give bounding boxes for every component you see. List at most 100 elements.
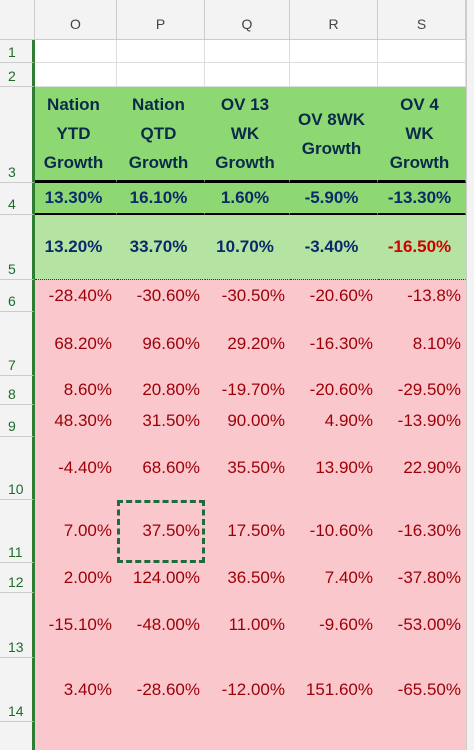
cell[interactable]: -10.60% xyxy=(290,500,378,563)
cell[interactable]: -16.30% xyxy=(378,500,466,563)
row-header[interactable]: 3 xyxy=(0,87,35,183)
cell[interactable]: OV 4 WK Growth xyxy=(378,87,466,183)
cell[interactable]: -4.40% xyxy=(35,437,117,500)
header-line: Growth xyxy=(215,153,275,172)
cell[interactable]: -28.40% xyxy=(35,280,117,312)
cell[interactable]: OV 13 WK Growth xyxy=(205,87,290,183)
cell[interactable]: 17.50% xyxy=(205,500,290,563)
cell[interactable] xyxy=(35,40,117,63)
column-header[interactable]: Q xyxy=(205,0,290,40)
cell[interactable] xyxy=(205,63,290,87)
row-header[interactable]: 14 xyxy=(0,658,35,722)
cell[interactable]: 20.80% xyxy=(117,376,205,405)
column-header[interactable]: P xyxy=(117,0,205,40)
cell[interactable]: -29.50% xyxy=(378,376,466,405)
cell[interactable]: 22.90% xyxy=(378,437,466,500)
cell[interactable]: 11.00% xyxy=(205,593,290,658)
cell[interactable]: Nation QTD Growth xyxy=(117,87,205,183)
cell[interactable]: -16.30% xyxy=(290,312,378,376)
cell[interactable] xyxy=(35,722,117,750)
cell[interactable]: 13.20% xyxy=(35,215,117,280)
cell[interactable] xyxy=(35,63,117,87)
row-header[interactable]: 12 xyxy=(0,563,35,593)
cell[interactable]: -9.60% xyxy=(290,593,378,658)
cell[interactable]: -20.60% xyxy=(290,280,378,312)
cell[interactable]: -15.10% xyxy=(35,593,117,658)
column-header[interactable]: O xyxy=(35,0,117,40)
cell[interactable]: -13.90% xyxy=(378,405,466,437)
cell[interactable]: Nation YTD Growth xyxy=(35,87,117,183)
cell[interactable]: -20.60% xyxy=(290,376,378,405)
cell[interactable]: OV 8WK Growth xyxy=(290,87,378,183)
cell[interactable]: 37.50% xyxy=(117,500,205,563)
cell[interactable]: 7.40% xyxy=(290,563,378,593)
cell[interactable]: -48.00% xyxy=(117,593,205,658)
row-header[interactable]: 9 xyxy=(0,405,35,437)
cell[interactable]: 31.50% xyxy=(117,405,205,437)
cell[interactable]: 16.10% xyxy=(117,183,205,215)
row-header[interactable]: 13 xyxy=(0,593,35,658)
cell[interactable] xyxy=(205,40,290,63)
row-header[interactable]: 7 xyxy=(0,312,35,376)
cell[interactable]: -37.80% xyxy=(378,563,466,593)
cell[interactable]: -5.90% xyxy=(290,183,378,215)
cell[interactable] xyxy=(290,722,378,750)
cell[interactable]: -13.8% xyxy=(378,280,466,312)
cell[interactable]: -65.50% xyxy=(378,658,466,722)
cell[interactable]: 48.30% xyxy=(35,405,117,437)
header-line: Nation xyxy=(47,95,100,114)
cell[interactable]: 68.20% xyxy=(35,312,117,376)
row-header[interactable]: 4 xyxy=(0,183,35,215)
cell[interactable]: -30.60% xyxy=(117,280,205,312)
cell[interactable]: 90.00% xyxy=(205,405,290,437)
cell[interactable]: 36.50% xyxy=(205,563,290,593)
row-header[interactable]: 11 xyxy=(0,500,35,563)
cell[interactable]: 10.70% xyxy=(205,215,290,280)
cell[interactable]: -19.70% xyxy=(205,376,290,405)
cell[interactable]: -13.30% xyxy=(378,183,466,215)
cell[interactable]: 124.00% xyxy=(117,563,205,593)
row-header[interactable]: 2 xyxy=(0,63,35,87)
cell[interactable] xyxy=(117,40,205,63)
cell[interactable] xyxy=(205,722,290,750)
cell[interactable]: 13.30% xyxy=(35,183,117,215)
cell[interactable] xyxy=(117,722,205,750)
cell[interactable]: 8.60% xyxy=(35,376,117,405)
right-gutter xyxy=(466,0,474,750)
cell[interactable]: 7.00% xyxy=(35,500,117,563)
cell[interactable]: 3.40% xyxy=(35,658,117,722)
cell[interactable]: 8.10% xyxy=(378,312,466,376)
cell[interactable]: 4.90% xyxy=(290,405,378,437)
cell[interactable] xyxy=(378,722,466,750)
header-line: WK xyxy=(405,124,434,143)
cell[interactable] xyxy=(378,63,466,87)
column-header[interactable]: S xyxy=(378,0,466,40)
row-header[interactable]: 1 xyxy=(0,40,35,63)
cell[interactable]: -53.00% xyxy=(378,593,466,658)
cell[interactable]: -12.00% xyxy=(205,658,290,722)
cell[interactable]: 13.90% xyxy=(290,437,378,500)
cell[interactable]: 68.60% xyxy=(117,437,205,500)
cell[interactable]: 96.60% xyxy=(117,312,205,376)
cell[interactable] xyxy=(290,63,378,87)
cell[interactable]: -28.60% xyxy=(117,658,205,722)
cell[interactable]: -3.40% xyxy=(290,215,378,280)
cell[interactable] xyxy=(290,40,378,63)
row-header[interactable]: 10 xyxy=(0,437,35,500)
cell[interactable]: -16.50% xyxy=(378,215,466,280)
row-header[interactable]: 6 xyxy=(0,280,35,312)
cell[interactable]: 151.60% xyxy=(290,658,378,722)
cell[interactable] xyxy=(378,40,466,63)
cell[interactable] xyxy=(117,63,205,87)
cell[interactable]: 1.60% xyxy=(205,183,290,215)
row-header[interactable]: 5 xyxy=(0,215,35,280)
row-header[interactable]: 8 xyxy=(0,376,35,405)
header-line: Growth xyxy=(43,153,104,172)
cell[interactable]: 33.70% xyxy=(117,215,205,280)
cell[interactable]: -30.50% xyxy=(205,280,290,312)
cell[interactable]: 2.00% xyxy=(35,563,117,593)
cell[interactable]: 29.20% xyxy=(205,312,290,376)
cell[interactable]: 35.50% xyxy=(205,437,290,500)
column-header[interactable]: R xyxy=(290,0,378,40)
row-header[interactable]: 15 xyxy=(0,722,35,750)
